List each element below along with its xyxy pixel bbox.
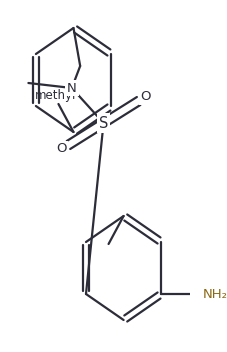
Text: methyl: methyl — [35, 89, 76, 102]
Text: O: O — [140, 90, 151, 103]
Text: NH₂: NH₂ — [203, 288, 227, 301]
Text: O: O — [57, 143, 67, 156]
Text: S: S — [99, 115, 108, 131]
Text: N: N — [67, 82, 77, 94]
